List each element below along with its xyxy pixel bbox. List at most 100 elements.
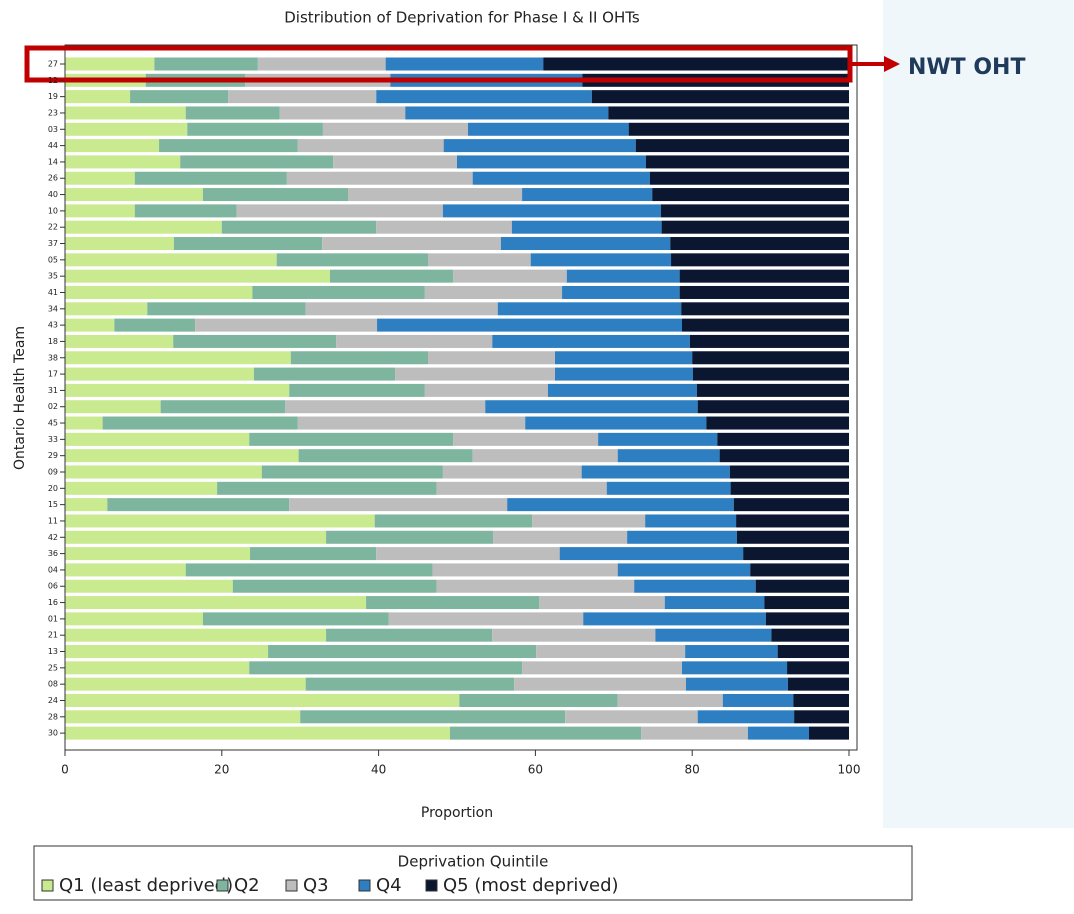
bar-segment: [617, 563, 751, 577]
y-tick-label: 42: [48, 533, 58, 542]
y-tick-label: 10: [48, 206, 58, 215]
bar-segment: [202, 612, 389, 626]
y-tick-label: 37: [48, 239, 58, 248]
bar-segment: [298, 449, 473, 463]
bar-segment: [522, 661, 683, 675]
bar-segment: [279, 106, 406, 120]
bar-segment: [65, 547, 251, 561]
bar-segment: [696, 383, 849, 397]
x-tick-label: 60: [528, 763, 543, 777]
bar-segment: [134, 171, 287, 185]
bar-segment: [547, 383, 697, 397]
bar-segment: [289, 383, 425, 397]
bar-segment: [689, 334, 849, 348]
bar-segment: [449, 726, 642, 740]
bar-segment: [634, 579, 756, 593]
legend-swatch: [41, 879, 54, 892]
bar-segment: [65, 661, 250, 675]
bar-segment: [730, 481, 849, 495]
bar-segment: [679, 285, 849, 299]
bar-segment: [65, 318, 115, 332]
bar-segment: [500, 237, 671, 251]
bar-segment: [187, 122, 323, 136]
bar-segment: [562, 285, 680, 299]
y-axis-label: Ontario Health Team: [12, 326, 28, 470]
bar-segment: [598, 432, 718, 446]
x-tick-label: 0: [61, 763, 69, 777]
bar-segment: [682, 661, 788, 675]
bar-segment: [253, 367, 396, 381]
bar-segment: [492, 334, 690, 348]
y-tick-label: 26: [48, 174, 58, 183]
y-tick-label: 01: [48, 614, 58, 623]
bar-segment: [493, 530, 628, 544]
y-tick-label: 15: [48, 500, 58, 509]
legend-label: Q2: [234, 875, 260, 896]
bar-segment: [717, 432, 849, 446]
bar-segment: [130, 90, 229, 104]
y-tick-label: 40: [48, 190, 58, 199]
y-tick-label: 23: [48, 108, 58, 117]
bar-segment: [65, 90, 131, 104]
y-tick-label: 34: [48, 304, 58, 313]
bar-segment: [114, 318, 196, 332]
bar-segment: [286, 171, 473, 185]
bar-segment: [497, 302, 682, 316]
bar-segment: [661, 220, 849, 234]
y-tick-label: 05: [48, 255, 58, 264]
bar-segment: [395, 367, 555, 381]
y-tick-label: 28: [48, 712, 58, 721]
bar-segment: [736, 514, 849, 528]
y-tick-label: 11: [48, 516, 58, 525]
bar-segment: [195, 318, 378, 332]
bar-segment: [453, 269, 567, 283]
y-tick-label: 30: [48, 729, 58, 738]
y-tick-label: 24: [48, 696, 58, 705]
bar-segment: [65, 367, 254, 381]
bar-segment: [322, 237, 501, 251]
bar-segment: [764, 596, 849, 610]
bar-segment: [472, 449, 618, 463]
bar-segment: [655, 628, 772, 642]
bar-segment: [377, 318, 683, 332]
bar-segment: [300, 710, 566, 724]
bar-segment: [252, 285, 425, 299]
y-tick-label: 29: [48, 451, 58, 460]
bar-segment: [555, 367, 693, 381]
bar-segment: [65, 726, 450, 740]
bar-segment: [722, 693, 794, 707]
legend-label: Q4: [376, 875, 402, 896]
bar-segment: [809, 726, 849, 740]
bar-segment: [442, 204, 661, 218]
bar-segment: [424, 285, 563, 299]
bar-segment: [733, 498, 849, 512]
bar-segment: [566, 269, 680, 283]
bar-segment: [457, 155, 646, 169]
legend-box: [33, 845, 913, 901]
bar-segment: [793, 693, 849, 707]
legend-label: Q3: [303, 875, 329, 896]
bar-segment: [692, 351, 849, 365]
bar-segment: [794, 710, 849, 724]
bar-segment: [472, 171, 650, 185]
bar-segment: [221, 220, 377, 234]
bar-segment: [777, 645, 849, 659]
bar-segment: [747, 726, 810, 740]
y-tick-label: 36: [48, 549, 58, 558]
annotation: NWT OHT: [908, 55, 1025, 80]
bar-segment: [329, 269, 454, 283]
bar-segment: [348, 188, 523, 202]
bar-segment: [65, 351, 291, 365]
bar-segment: [679, 269, 849, 283]
bar-segment: [719, 449, 849, 463]
y-tick-label: 16: [48, 598, 58, 607]
bar-segment: [645, 155, 849, 169]
bar-segment: [685, 645, 778, 659]
bar-segment: [606, 481, 731, 495]
bar-segment: [635, 139, 849, 153]
bar-segment: [736, 530, 849, 544]
legend-label: Q1 (least deprived): [59, 875, 233, 896]
bar-segment: [405, 106, 609, 120]
bar-segment: [536, 645, 686, 659]
bar-segment: [627, 530, 737, 544]
